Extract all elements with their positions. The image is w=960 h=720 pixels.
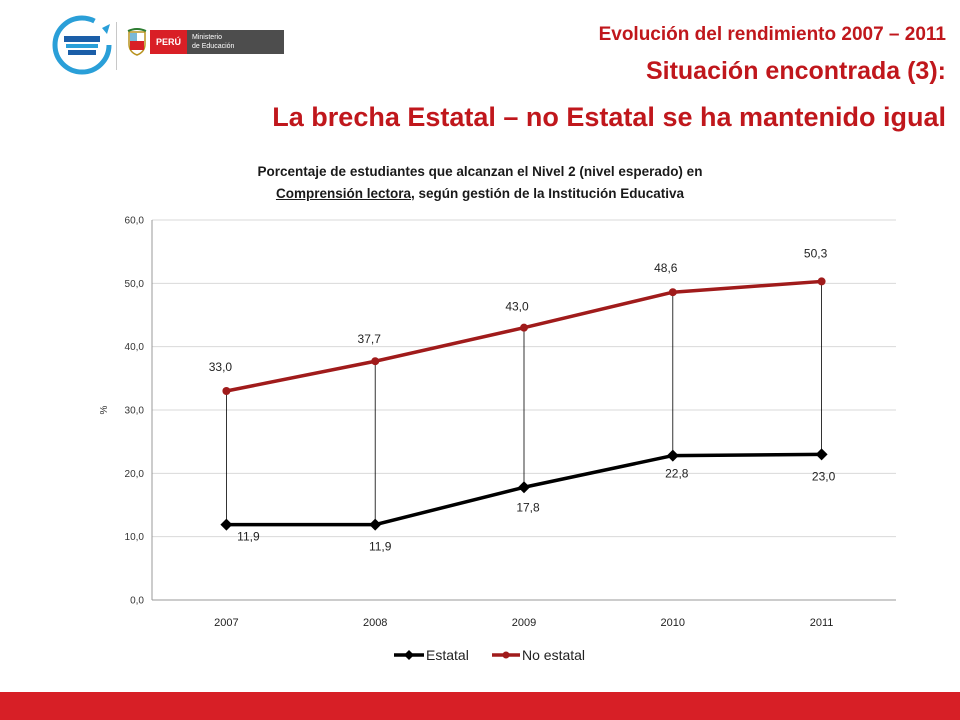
data-label-no-estatal: 48,6 bbox=[654, 261, 678, 275]
data-point-estatal bbox=[369, 518, 382, 531]
y-tick-label: 20,0 bbox=[125, 469, 145, 480]
legend-label-estatal: Estatal bbox=[426, 647, 469, 663]
x-tick-label: 2008 bbox=[363, 617, 387, 629]
y-tick-label: 60,0 bbox=[125, 216, 145, 227]
slide-title-line2: La brecha Estatal – no Estatal se ha man… bbox=[272, 102, 946, 132]
chart-title-rest: , según gestión de la Institución Educat… bbox=[410, 186, 685, 201]
ministry-banner: PERÚ Ministerio de Educación bbox=[150, 30, 285, 54]
data-label-estatal: 22,8 bbox=[665, 467, 689, 481]
x-tick-label: 2011 bbox=[810, 617, 834, 629]
data-point-no-estatal bbox=[520, 323, 528, 332]
legend-label-no-estatal: No estatal bbox=[522, 647, 585, 663]
y-tick-label: 50,0 bbox=[125, 279, 145, 290]
data-point-no-estatal bbox=[817, 277, 826, 286]
data-label-no-estatal: 43,0 bbox=[505, 300, 529, 314]
x-tick-label: 2010 bbox=[661, 617, 685, 629]
footer-bar bbox=[0, 692, 960, 720]
cambiemos-logo-icon bbox=[52, 15, 112, 75]
x-tick-label: 2007 bbox=[214, 617, 238, 629]
data-point-estatal bbox=[518, 481, 530, 494]
y-tick-label: 30,0 bbox=[125, 406, 145, 417]
ministry-name-line1: Ministerio bbox=[192, 34, 222, 41]
data-label-estatal: 11,9 bbox=[237, 530, 260, 544]
ministry-country: PERÚ bbox=[150, 30, 188, 54]
chart-title: Porcentaje de estudiantes que alcanzan e… bbox=[150, 161, 810, 205]
y-axis-label: % bbox=[99, 405, 110, 414]
data-point-no-estatal bbox=[668, 288, 677, 297]
data-point-estatal bbox=[666, 449, 679, 462]
chart-title-underlined: Comprensión lectora bbox=[275, 186, 411, 201]
slide-subtitle: Evolución del rendimiento 2007 – 2011 bbox=[598, 24, 946, 45]
national-shield-icon bbox=[127, 28, 147, 56]
chart-title-line1: Porcentaje de estudiantes que alcanzan e… bbox=[257, 164, 703, 179]
legend-marker-estatal bbox=[404, 650, 414, 660]
y-tick-label: 0,0 bbox=[130, 596, 144, 607]
data-point-estatal bbox=[220, 518, 233, 531]
ministry-name: Ministerio de Educación bbox=[187, 30, 285, 54]
data-label-no-estatal: 50,3 bbox=[804, 246, 828, 260]
slide-title-line1: Situación encontrada (3): bbox=[645, 57, 946, 85]
y-tick-label: 40,0 bbox=[125, 342, 145, 353]
slide-header: PERÚ Ministerio de Educación Evolución d… bbox=[0, 0, 960, 150]
x-tick-label: 2009 bbox=[512, 617, 536, 629]
ministry-name-line2: de Educación bbox=[192, 43, 235, 50]
data-point-no-estatal bbox=[371, 357, 380, 366]
data-label-no-estatal: 33,0 bbox=[209, 360, 233, 374]
data-label-no-estatal: 37,7 bbox=[358, 332, 382, 346]
line-chart: 0,0 10,0 20,0 30,0 40,0 50,0 60,0% 2007 2008 2009… bbox=[99, 216, 896, 663]
legend-marker-no-estatal bbox=[502, 651, 510, 659]
chart-title-line2: Comprensión lectora, según gestión de la… bbox=[150, 183, 810, 205]
logo-divider bbox=[116, 22, 117, 70]
data-label-estatal: 23,0 bbox=[812, 469, 836, 483]
y-tick-label: 10,0 bbox=[125, 532, 145, 543]
data-point-estatal bbox=[815, 448, 828, 461]
data-label-estatal: 17,8 bbox=[516, 500, 540, 514]
data-label-estatal: 11,9 bbox=[369, 540, 392, 554]
data-point-no-estatal bbox=[222, 387, 231, 395]
